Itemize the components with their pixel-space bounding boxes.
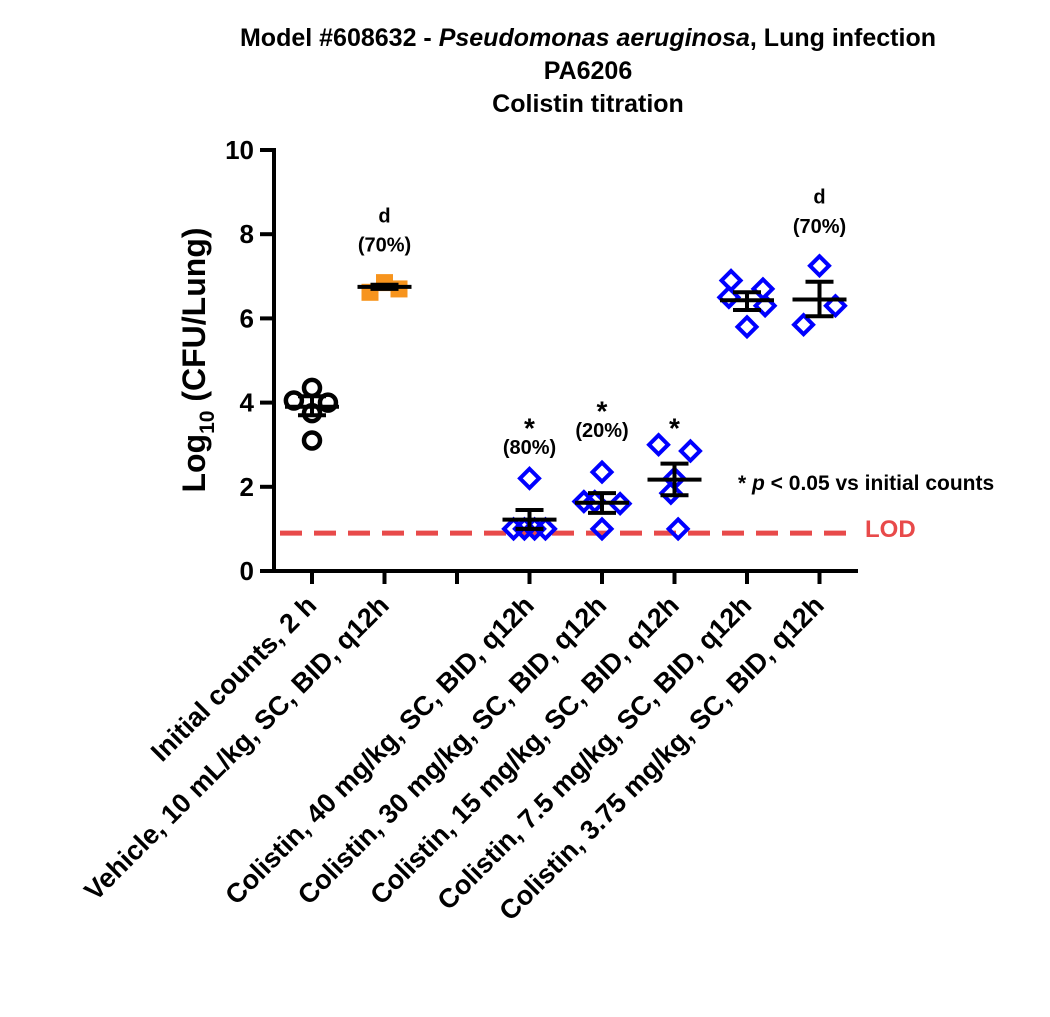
data-point bbox=[517, 466, 542, 491]
data-point bbox=[317, 392, 339, 413]
y-axis-label-subscript: 10 bbox=[196, 411, 219, 434]
x-category-label-5: Colistin, 15 mg/kg, SC, BID, q12h bbox=[364, 590, 684, 910]
data-point bbox=[678, 438, 703, 464]
note-star: * bbox=[738, 472, 752, 495]
data-point bbox=[646, 432, 671, 458]
significance-note: * p < 0.05 vs initial counts bbox=[738, 472, 994, 495]
series-group-3 bbox=[501, 466, 558, 542]
series-group-5 bbox=[646, 432, 703, 542]
series-group-1 bbox=[283, 377, 339, 451]
data-point bbox=[750, 276, 776, 302]
y-tick-label: 6 bbox=[240, 303, 254, 333]
significance-star: * bbox=[597, 396, 608, 427]
data-point bbox=[589, 516, 615, 542]
annotation-percent: (70%) bbox=[793, 216, 846, 238]
lod-label: LOD bbox=[865, 516, 916, 543]
series-group-2 bbox=[357, 274, 412, 301]
series-group-6 bbox=[716, 268, 778, 340]
significance-star: * bbox=[524, 412, 535, 443]
y-tick-label: 8 bbox=[240, 219, 254, 249]
y-tick-label: 0 bbox=[240, 556, 254, 586]
chart-title-line-2: PA6206 bbox=[544, 57, 633, 85]
chart-title-part: Model #608632 - bbox=[240, 24, 439, 52]
data-point bbox=[734, 314, 760, 340]
annotation-percent: (70%) bbox=[358, 235, 411, 257]
series-group-7 bbox=[791, 253, 848, 338]
chart-title-part: Colistin titration bbox=[492, 90, 684, 118]
chart-title-part: , Lung infection bbox=[750, 24, 936, 52]
data-point bbox=[791, 312, 816, 338]
y-axis-label-part: (CFU/Lung) bbox=[176, 227, 212, 410]
annotation-letter: d bbox=[378, 205, 390, 227]
significance-star: * bbox=[669, 412, 680, 443]
chart-title-line-3: Colistin titration bbox=[492, 90, 684, 118]
chart-title-part: Pseudomonas aeruginosa bbox=[439, 24, 750, 52]
data-point bbox=[301, 377, 323, 399]
note-p: p bbox=[751, 472, 765, 495]
series-group-4 bbox=[571, 459, 633, 542]
y-tick-label: 10 bbox=[225, 135, 254, 165]
data-point bbox=[807, 253, 832, 279]
data-point bbox=[752, 293, 778, 319]
data-point bbox=[607, 491, 633, 516]
chart-title-line-1: Model #608632 - Pseudomonas aeruginosa, … bbox=[240, 24, 936, 52]
chart-title-part: PA6206 bbox=[544, 57, 633, 85]
data-point bbox=[301, 430, 323, 451]
y-tick-label: 2 bbox=[240, 472, 254, 502]
annotation-letter: d bbox=[813, 186, 825, 208]
data-point bbox=[718, 268, 744, 293]
annotation-percent: (20%) bbox=[575, 420, 628, 442]
y-axis-label-part: Log bbox=[176, 434, 212, 493]
data-point bbox=[533, 516, 558, 542]
note-text: < 0.05 vs initial counts bbox=[765, 472, 994, 495]
data-point bbox=[823, 293, 848, 319]
data-point bbox=[589, 459, 615, 485]
annotation-percent: (80%) bbox=[503, 437, 556, 459]
data-point bbox=[665, 516, 691, 542]
data-point bbox=[658, 480, 684, 506]
y-axis-label: Log10 (CFU/Lung) bbox=[176, 227, 219, 492]
y-tick-label: 4 bbox=[240, 388, 255, 418]
